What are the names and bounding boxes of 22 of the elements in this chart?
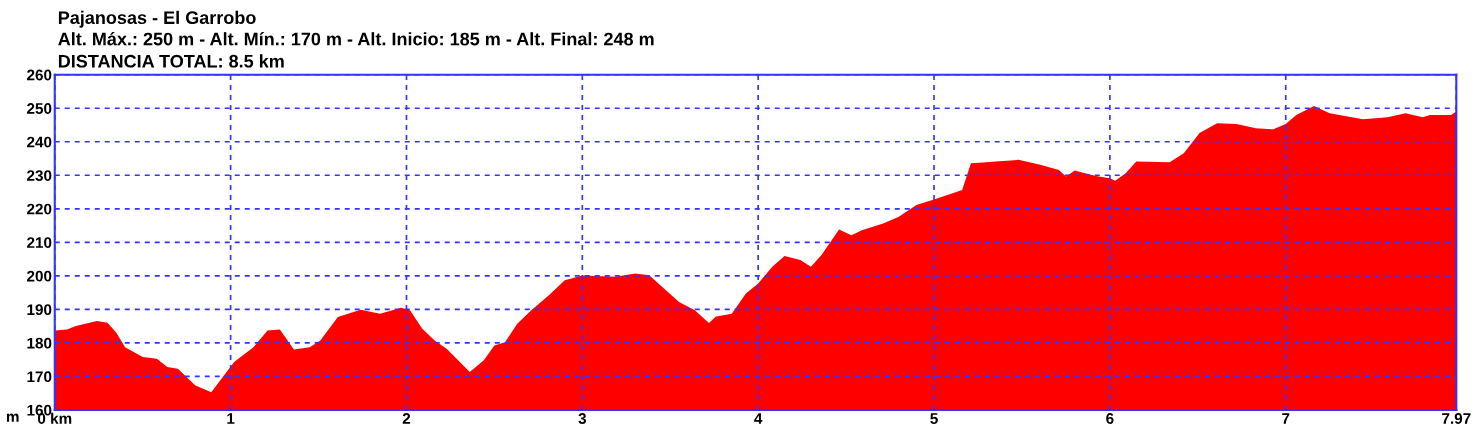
x-tick-label: 7.97 xyxy=(1442,413,1471,424)
x-tick-label: 3 xyxy=(578,413,587,424)
y-tick-label: 210 xyxy=(27,237,52,249)
x-tick-label: 2 xyxy=(402,413,411,424)
y-tick-label: 220 xyxy=(27,203,52,215)
y-tick-label: 260 xyxy=(27,69,52,81)
y-tick-label: 190 xyxy=(27,304,52,316)
y-tick-label: 180 xyxy=(27,337,52,349)
x-tick-label: 5 xyxy=(930,413,938,424)
y-tick-label: 230 xyxy=(27,170,52,181)
y-tick-label: 240 xyxy=(27,136,52,148)
y-tick-label: 170 xyxy=(27,371,52,383)
text: DISTANCIA TOTAL: 8.5 km xyxy=(58,54,284,68)
x-tick-label: 7 xyxy=(1282,413,1290,424)
chart-title: Pajanosas - El Garrobo xyxy=(58,10,256,28)
x-tick-label: 6 xyxy=(1106,413,1114,424)
y-tick-label: 200 xyxy=(27,270,52,282)
chart-subtitle: Alt. Máx.: 250 m - Alt. Mín.: 170 m - Alt. Inicio: 185 m - Alt. Final: 248 m xyxy=(58,31,654,46)
x-tick-label: 4 xyxy=(754,413,763,424)
y-tick-label: 250 xyxy=(27,103,52,114)
y-axis-title: m xyxy=(6,413,19,422)
x-tick-label: 1 xyxy=(227,413,235,424)
